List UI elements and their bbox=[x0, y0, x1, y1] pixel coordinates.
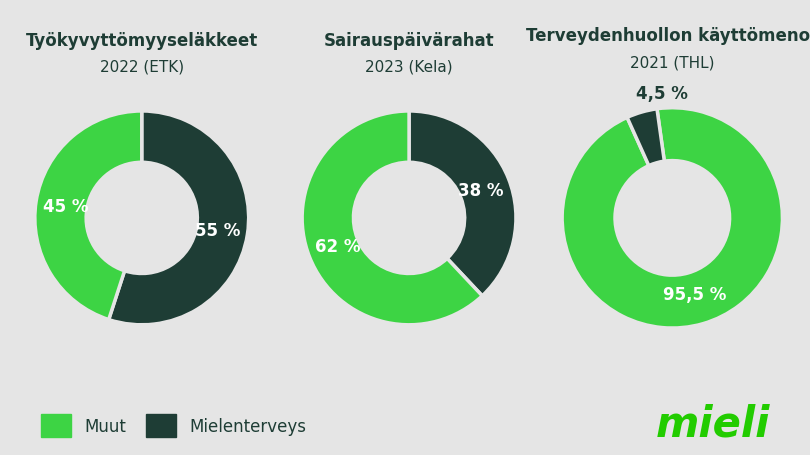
Legend: Muut, Mielenterveys: Muut, Mielenterveys bbox=[40, 414, 306, 437]
Text: 55 %: 55 % bbox=[195, 222, 241, 239]
Wedge shape bbox=[562, 108, 782, 329]
Text: 4,5 %: 4,5 % bbox=[636, 85, 688, 103]
Wedge shape bbox=[627, 110, 664, 166]
Text: 2022 (ETK): 2022 (ETK) bbox=[100, 60, 184, 74]
Text: Terveydenhuollon käyttömenot: Terveydenhuollon käyttömenot bbox=[526, 27, 810, 46]
Wedge shape bbox=[302, 112, 482, 325]
Text: 2021 (THL): 2021 (THL) bbox=[630, 55, 714, 70]
Text: mieli: mieli bbox=[655, 402, 770, 444]
Wedge shape bbox=[35, 112, 142, 320]
Wedge shape bbox=[109, 112, 249, 325]
Text: 45 %: 45 % bbox=[43, 197, 88, 215]
Text: Työkyvyttömyyseläkkeet: Työkyvyttömyyseläkkeet bbox=[26, 32, 258, 51]
Text: 2023 (Kela): 2023 (Kela) bbox=[365, 60, 453, 74]
Text: 62 %: 62 % bbox=[315, 238, 360, 256]
Text: 95,5 %: 95,5 % bbox=[663, 285, 726, 303]
Text: 38 %: 38 % bbox=[458, 181, 503, 199]
Text: Sairauspäivärahat: Sairauspäivärahat bbox=[324, 32, 494, 51]
Wedge shape bbox=[409, 112, 516, 296]
